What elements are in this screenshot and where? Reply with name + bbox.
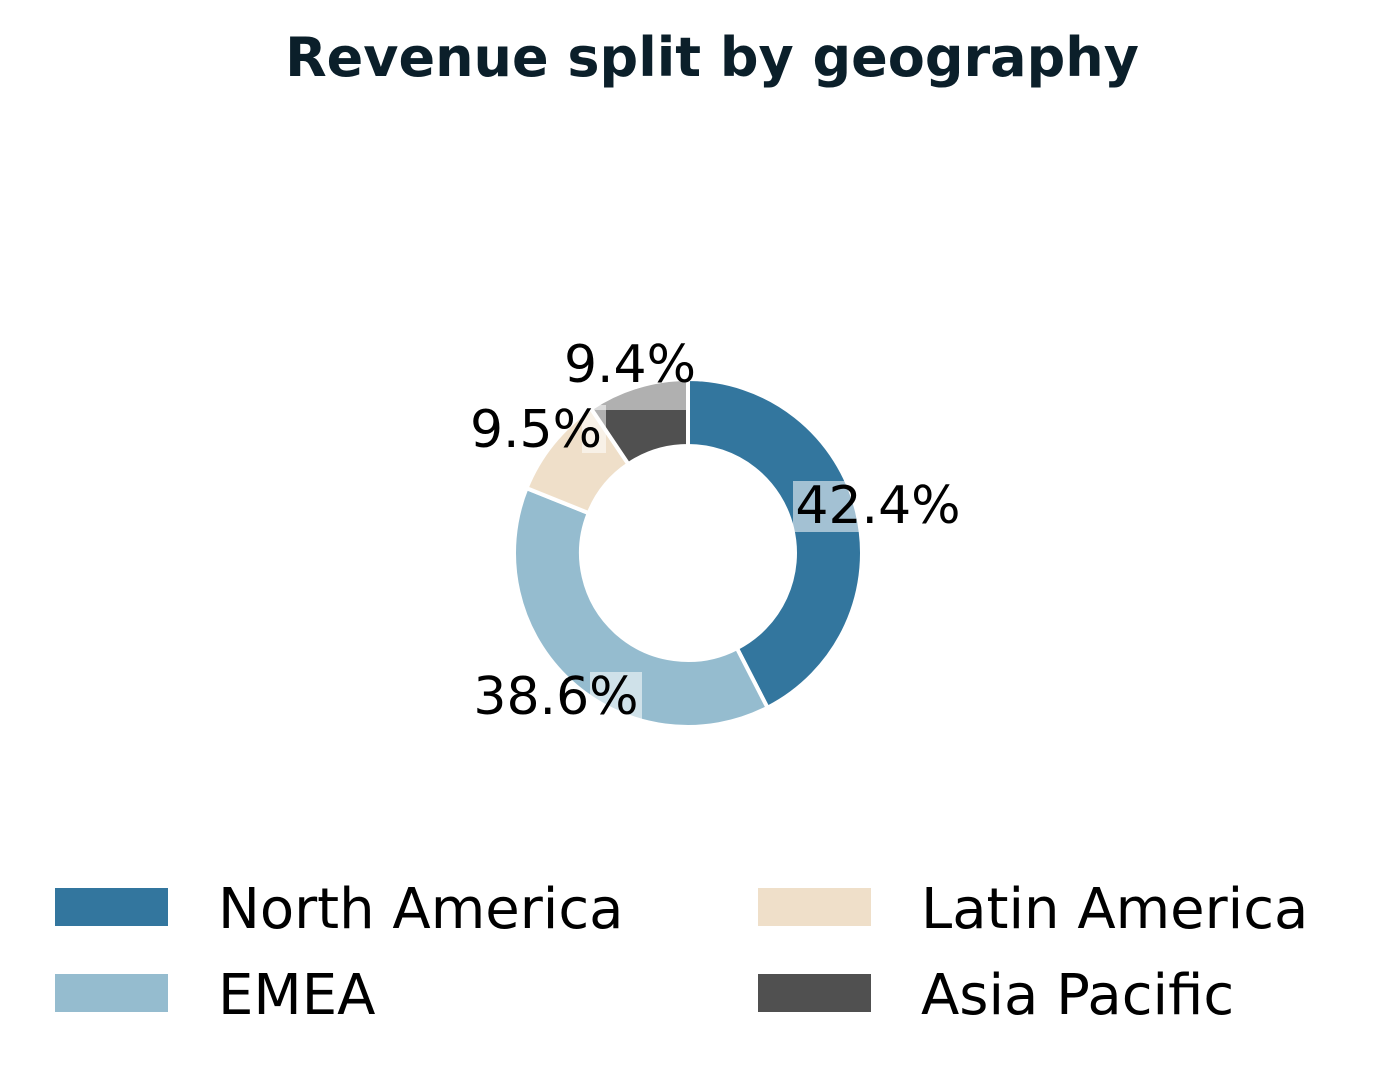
donut-slice-north-america [686,376,864,711]
slice-label-background [590,672,642,720]
slice-label-background [582,405,606,453]
legend-label: Asia Pacific [921,963,1234,1028]
legend-label: North America [218,877,623,942]
legend-label: Latin America [921,877,1308,942]
chart-title: Revenue split by geography [285,26,1139,89]
donut-slice-emea [512,485,771,729]
slice-label-background [594,380,688,410]
slice-percent-label: 38.6% [473,667,638,727]
legend-swatch [758,974,871,1012]
legend-swatch [55,888,168,926]
slice-percent-label: 9.5% [470,400,602,460]
legend-label: EMEA [218,963,375,1028]
slice-labels: 42.4% 38.6% 9.5%9.4% [470,335,961,727]
legend-swatch [758,888,871,926]
slice-percent-label: 9.4% [564,335,696,395]
chart-legend: North America EMEA Latin America Asia Pacif… [55,877,1308,1028]
slice-label-background [793,481,859,532]
legend-swatch [55,974,168,1012]
slice-percent-label: 42.4% [795,476,960,536]
